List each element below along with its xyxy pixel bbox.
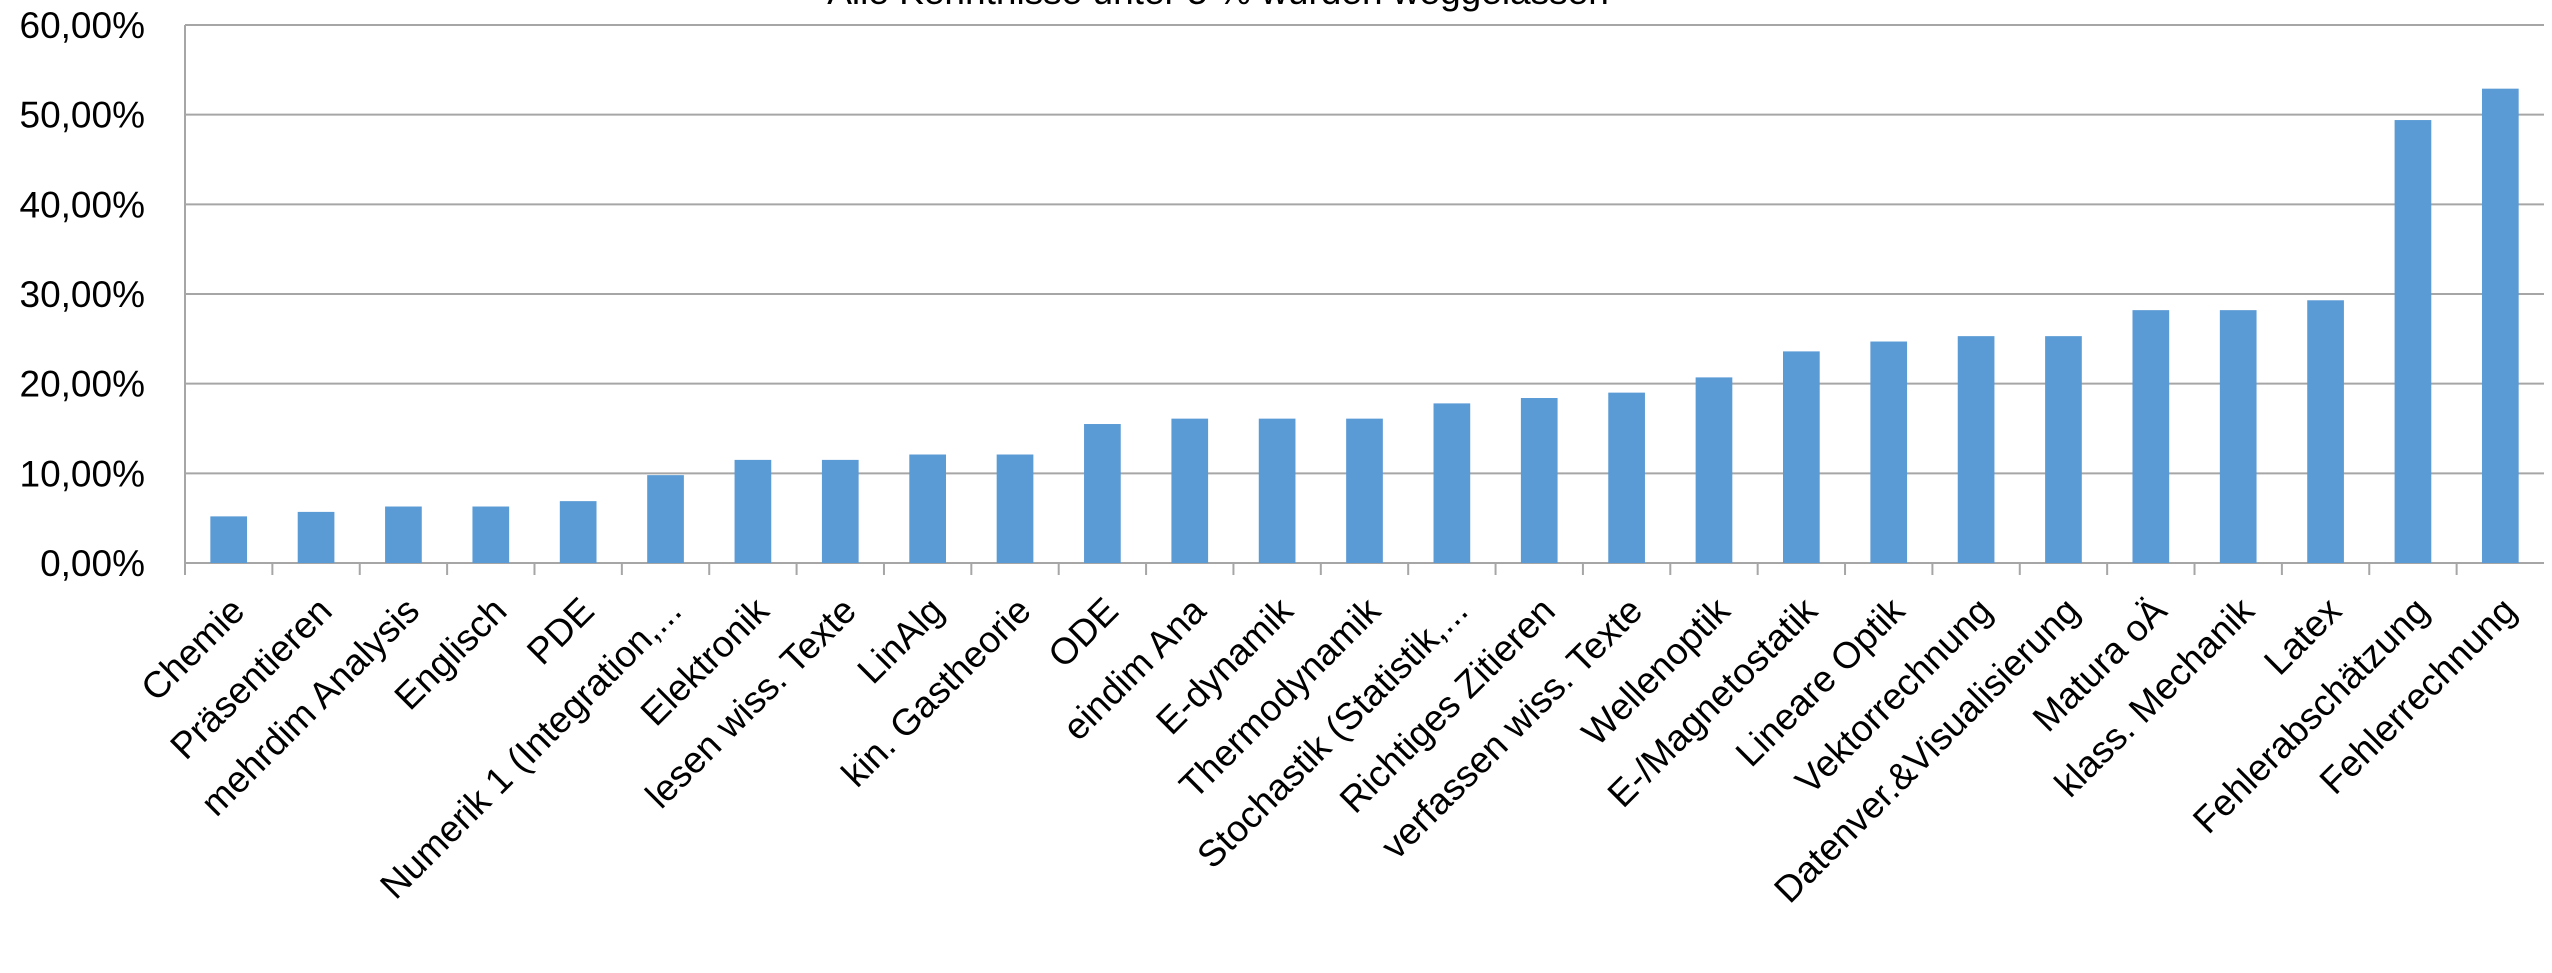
y-tick-label: 60,00% (20, 5, 146, 46)
bar (1520, 398, 1558, 563)
chart-title: Alle Kenntnisse unter 5 % wurden weggela… (827, 0, 1609, 12)
y-tick-label: 0,00% (40, 543, 145, 584)
y-tick-label: 20,00% (20, 364, 146, 405)
bar (2219, 310, 2257, 563)
bar (1608, 392, 1645, 563)
bar (385, 506, 422, 563)
bar (1783, 351, 1820, 563)
bar (821, 459, 859, 563)
bar (2132, 310, 2170, 563)
bar (2394, 120, 2432, 564)
bar (909, 454, 946, 563)
bar (1433, 403, 1471, 563)
bar (1084, 424, 1121, 563)
y-tick-label: 10,00% (20, 453, 146, 494)
bar (1346, 418, 1383, 563)
bar (996, 454, 1034, 563)
bar (734, 459, 772, 563)
bar (1957, 336, 1995, 563)
y-tick-label: 40,00% (20, 184, 146, 225)
bar (1870, 341, 1908, 563)
bar (2307, 300, 2344, 563)
bar (1258, 418, 1296, 563)
bar (647, 475, 684, 563)
y-tick-label: 30,00% (20, 274, 146, 315)
bar (2481, 88, 2519, 563)
y-tick-label: 50,00% (20, 95, 146, 136)
bar (210, 516, 248, 563)
bar (472, 506, 510, 563)
bar (297, 511, 335, 563)
bar (1171, 418, 1209, 563)
bar (2045, 336, 2082, 563)
bar (1695, 377, 1733, 563)
bar (559, 501, 597, 563)
